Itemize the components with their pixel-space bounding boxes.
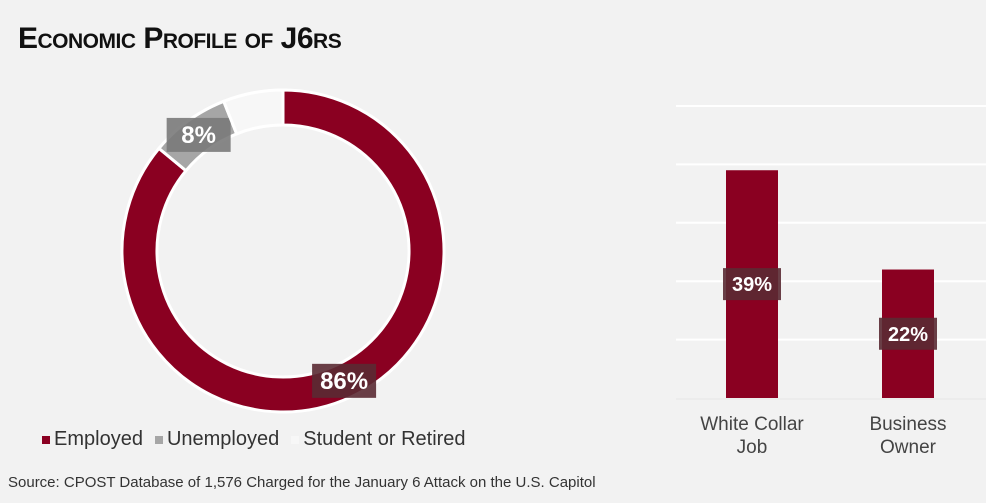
legend-swatch-unemployed bbox=[154, 435, 163, 444]
data-label: 39% bbox=[732, 274, 772, 296]
legend-item-student: Student or Retired bbox=[291, 428, 466, 451]
data-label-bg bbox=[723, 268, 781, 301]
x-tick-line: Business bbox=[869, 414, 947, 435]
data-label-bg bbox=[879, 317, 937, 350]
data-label-bg bbox=[166, 117, 231, 152]
legend-item-employed: Employed bbox=[42, 428, 143, 451]
data-label: 8% bbox=[181, 122, 216, 149]
x-tick-label: White Collar Job bbox=[682, 413, 822, 459]
x-tick-line: Job bbox=[736, 437, 768, 458]
data-label: 22% bbox=[888, 324, 928, 346]
legend-label: Unemployed bbox=[166, 428, 280, 450]
legend-label: Employed bbox=[54, 428, 143, 450]
source-note: Source: CPOST Database of 1,576 Charged … bbox=[8, 474, 596, 491]
donut-slice-employed bbox=[120, 88, 446, 414]
legend-swatch-employed bbox=[42, 435, 50, 444]
legend-item-unemployed: Unemployed bbox=[154, 428, 280, 451]
legend-swatch-student bbox=[291, 435, 300, 444]
page-title: Economic Profile of J6rs bbox=[18, 22, 342, 55]
x-tick-line: White Collar bbox=[700, 414, 804, 435]
x-tick-label: Business Owner bbox=[838, 413, 978, 459]
data-label: 86% bbox=[320, 368, 368, 395]
data-label-bg bbox=[312, 363, 377, 398]
x-tick-line: Owner bbox=[880, 437, 936, 458]
donut-legend: Employed Unemployed Student or Retired bbox=[42, 428, 466, 451]
donut-slice-student-or-retired bbox=[221, 88, 285, 136]
legend-label: Student or Retired bbox=[303, 428, 466, 450]
